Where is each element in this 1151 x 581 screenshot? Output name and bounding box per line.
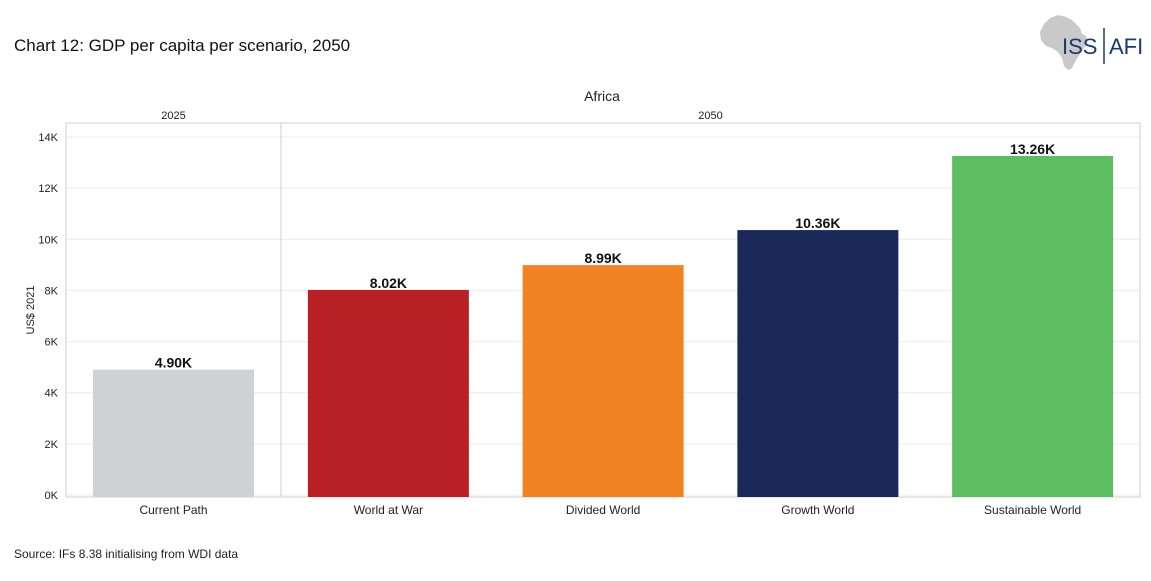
x-category-label: Growth World (781, 503, 854, 517)
data-label: 8.02K (370, 275, 407, 291)
panel-label: 2025 (161, 110, 185, 122)
data-label: 10.36K (795, 215, 840, 231)
facet-title: Africa (584, 88, 620, 104)
plot-area: 0K 2K 4K 6K 8K 10K 12K 14K 2025 2050 4.90K Current … (25, 110, 1141, 517)
y-tick-label: 0K (45, 490, 59, 502)
bar (93, 369, 254, 497)
africa-map-icon (1040, 15, 1088, 70)
y-tick-label: 6K (45, 337, 59, 349)
x-category-label: Divided World (566, 503, 640, 517)
y-tick-label: 10K (38, 234, 58, 246)
source-note: Source: IFs 8.38 initialising from WDI d… (14, 547, 239, 561)
x-category-label: World at War (354, 503, 423, 517)
y-tick-label: 14K (38, 132, 58, 144)
x-category-label: Sustainable World (984, 503, 1081, 517)
bar (737, 230, 899, 497)
data-label: 8.99K (584, 250, 621, 266)
y-tick-label: 4K (45, 388, 59, 400)
panel-label: 2050 (698, 110, 722, 122)
chart-title: Chart 12: GDP per capita per scenario, 2… (14, 36, 351, 55)
bar (522, 265, 684, 497)
data-label: 13.26K (1010, 141, 1055, 157)
y-tick-label: 8K (45, 285, 59, 297)
bar (307, 289, 469, 497)
iss-afi-logo: ISS AFI (1040, 15, 1143, 70)
y-tick-label: 2K (45, 439, 59, 451)
logo-afi-text: AFI (1109, 34, 1143, 59)
x-category-label: Current Path (139, 503, 207, 517)
y-axis-label: US$ 2021 (25, 286, 37, 335)
logo-iss-text: ISS (1062, 34, 1097, 59)
bar (952, 155, 1114, 497)
data-label: 4.90K (155, 355, 192, 371)
y-tick-label: 12K (38, 183, 58, 195)
